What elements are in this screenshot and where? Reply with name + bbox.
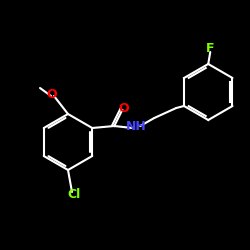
Text: F: F: [206, 42, 214, 54]
Text: NH: NH: [126, 120, 146, 132]
Text: O: O: [47, 88, 57, 102]
Text: O: O: [118, 102, 128, 114]
Text: Cl: Cl: [68, 188, 80, 200]
